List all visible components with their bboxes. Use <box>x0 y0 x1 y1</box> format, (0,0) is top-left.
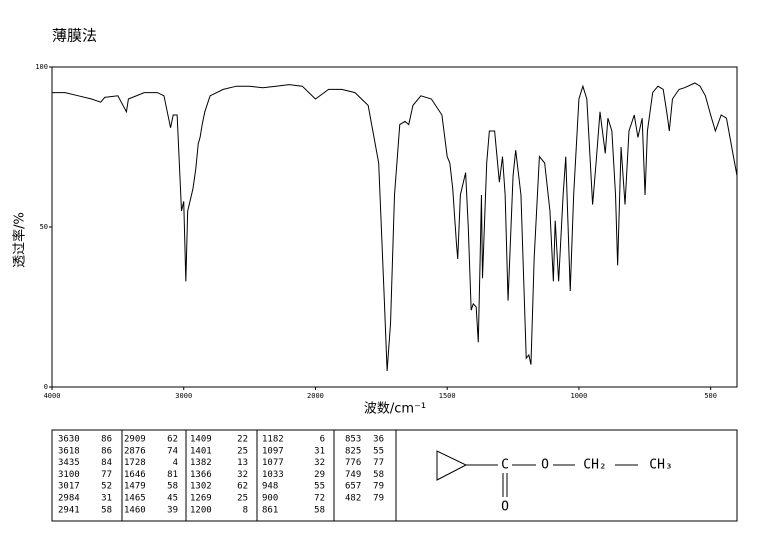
peak-wavenumber: 853 <box>345 435 361 445</box>
peak-wavenumber: 1097 <box>262 446 284 456</box>
peak-transmittance: 62 <box>167 435 178 445</box>
peak-transmittance: 31 <box>101 494 112 504</box>
table-dividers <box>121 430 397 521</box>
x-tick-label: 3000 <box>175 392 192 400</box>
peak-transmittance: 74 <box>167 446 178 456</box>
peak-transmittance: 4 <box>173 458 178 468</box>
peak-transmittance: 72 <box>314 494 325 504</box>
peak-wavenumber: 3618 <box>58 446 80 456</box>
peak-wavenumber: 1409 <box>190 435 212 445</box>
peak-transmittance: 25 <box>237 446 248 456</box>
peak-wavenumber: 948 <box>262 482 278 492</box>
peak-wavenumber: 2984 <box>58 494 80 504</box>
y-tick-label: 50 <box>40 223 48 231</box>
y-tick-label: 100 <box>35 63 48 71</box>
peak-wavenumber: 1033 <box>262 470 284 480</box>
peak-transmittance: 32 <box>237 470 248 480</box>
peak-transmittance: 86 <box>101 446 112 456</box>
peak-wavenumber: 1366 <box>190 470 212 480</box>
peak-wavenumber: 2909 <box>124 435 146 445</box>
peak-wavenumber: 1200 <box>190 505 212 515</box>
peak-transmittance: 77 <box>373 458 384 468</box>
peak-transmittance: 81 <box>167 470 178 480</box>
peak-transmittance: 22 <box>237 435 248 445</box>
spectrum-line <box>52 82 738 372</box>
peak-wavenumber: 1302 <box>190 482 212 492</box>
peak-transmittance: 79 <box>373 482 384 492</box>
peak-transmittance: 39 <box>167 505 178 515</box>
peak-wavenumber: 1382 <box>190 458 212 468</box>
peak-table-frame <box>51 429 738 522</box>
peak-wavenumber: 776 <box>345 458 361 468</box>
peak-transmittance: 55 <box>373 446 384 456</box>
peak-wavenumber: 482 <box>345 494 361 504</box>
peak-transmittance: 31 <box>314 446 325 456</box>
peak-transmittance: 13 <box>237 458 248 468</box>
peak-transmittance: 36 <box>373 435 384 445</box>
peak-wavenumber: 657 <box>345 482 361 492</box>
title: 薄膜法 <box>52 27 97 45</box>
peak-wavenumber: 749 <box>345 470 361 480</box>
peak-wavenumber: 3630 <box>58 435 80 445</box>
x-tick-label: 1000 <box>570 392 587 400</box>
atom-label: C <box>501 458 509 473</box>
peak-wavenumber: 825 <box>345 446 361 456</box>
peak-wavenumber: 3100 <box>58 470 80 480</box>
peak-wavenumber: 3435 <box>58 458 80 468</box>
peak-wavenumber: 900 <box>262 494 278 504</box>
peak-wavenumber: 1460 <box>124 505 146 515</box>
x-tick-label: 4000 <box>44 392 61 400</box>
peak-transmittance: 86 <box>101 435 112 445</box>
peak-transmittance: 55 <box>314 482 325 492</box>
peak-transmittance: 25 <box>237 494 248 504</box>
atom-label: CH₃ <box>649 458 672 473</box>
peak-wavenumber: 1269 <box>190 494 212 504</box>
atom-label: O <box>501 500 509 515</box>
peak-wavenumber: 861 <box>262 505 278 515</box>
peak-wavenumber: 1401 <box>190 446 212 456</box>
y-axis-label: 透过率/% <box>12 212 28 268</box>
x-tick-label: 500 <box>704 392 717 400</box>
peak-transmittance: 58 <box>101 505 112 515</box>
peak-transmittance: 29 <box>314 470 325 480</box>
atom-label: O <box>541 458 549 473</box>
peak-transmittance: 52 <box>101 482 112 492</box>
peak-transmittance: 79 <box>373 494 384 504</box>
peak-wavenumber: 1728 <box>124 458 146 468</box>
peak-transmittance: 77 <box>101 470 112 480</box>
peak-transmittance: 6 <box>320 435 325 445</box>
peak-wavenumber: 2941 <box>58 505 80 515</box>
peak-transmittance: 84 <box>101 458 112 468</box>
x-tick-label: 1500 <box>439 392 456 400</box>
peak-wavenumber: 1465 <box>124 494 146 504</box>
x-tick-label: 2000 <box>307 392 324 400</box>
peak-transmittance: 58 <box>167 482 178 492</box>
peak-transmittance: 62 <box>237 482 248 492</box>
peak-wavenumber: 1077 <box>262 458 284 468</box>
peak-transmittance: 58 <box>314 505 325 515</box>
structure <box>436 450 638 497</box>
atom-label: CH₂ <box>583 458 606 473</box>
y-tick-label: 0 <box>44 383 48 391</box>
x-axis-label: 波数/cm⁻¹ <box>364 402 426 417</box>
peak-wavenumber: 1182 <box>262 435 284 445</box>
peak-wavenumber: 3017 <box>58 482 80 492</box>
peak-wavenumber: 1479 <box>124 482 146 492</box>
peak-transmittance: 32 <box>314 458 325 468</box>
peak-transmittance: 45 <box>167 494 178 504</box>
peak-wavenumber: 2876 <box>124 446 146 456</box>
peak-transmittance: 58 <box>373 470 384 480</box>
peak-transmittance: 8 <box>243 505 248 515</box>
peak-wavenumber: 1646 <box>124 470 146 480</box>
